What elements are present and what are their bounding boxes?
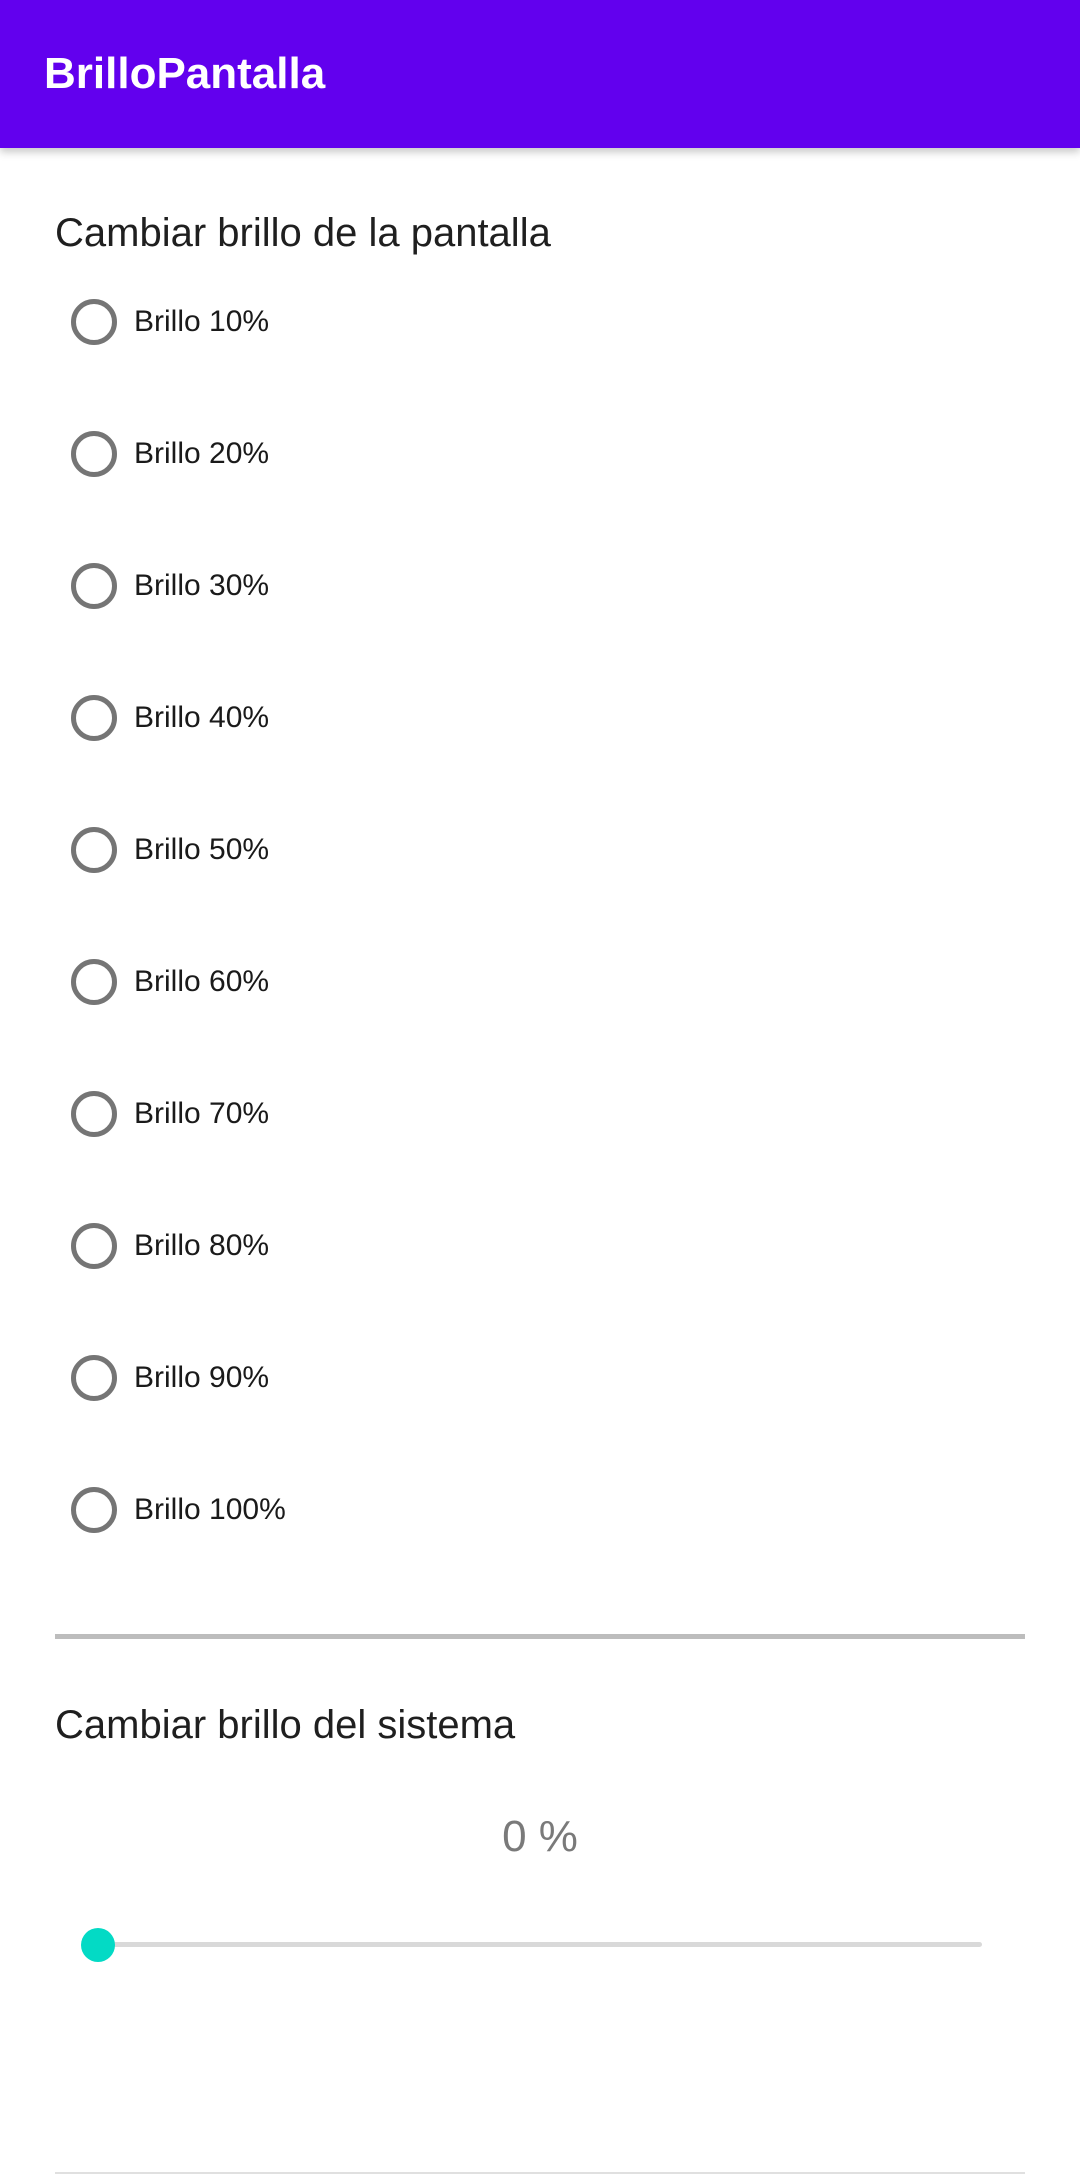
radio-brillo-20[interactable]: Brillo 20% <box>55 392 1035 524</box>
radio-label: Brillo 70% <box>134 1097 270 1130</box>
radio-brillo-100[interactable]: Brillo 100% <box>55 1448 1035 1580</box>
system-brightness-value: 0 % <box>502 1812 578 1861</box>
radio-brillo-90[interactable]: Brillo 90% <box>55 1316 1035 1448</box>
radio-unchecked-icon[interactable] <box>71 431 117 477</box>
radio-unchecked-icon[interactable] <box>71 959 117 1005</box>
radio-unchecked-icon[interactable] <box>71 695 117 741</box>
radio-brillo-60[interactable]: Brillo 60% <box>55 920 1035 1052</box>
screen-brightness-title: Cambiar brillo de la pantalla <box>55 211 551 255</box>
radio-unchecked-icon[interactable] <box>71 1223 117 1269</box>
bottom-divider <box>55 2172 1025 2174</box>
radio-label: Brillo 50% <box>134 833 270 866</box>
radio-brillo-30[interactable]: Brillo 30% <box>55 524 1035 656</box>
radio-label: Brillo 40% <box>134 701 270 734</box>
brightness-radio-group: Brillo 10% Brillo 20% Brillo 30% Brillo … <box>55 260 1035 1580</box>
radio-label: Brillo 30% <box>134 569 270 602</box>
radio-label: Brillo 60% <box>134 965 270 998</box>
radio-brillo-70[interactable]: Brillo 70% <box>55 1052 1035 1184</box>
radio-unchecked-icon[interactable] <box>71 563 117 609</box>
radio-label: Brillo 20% <box>134 437 270 470</box>
radio-brillo-10[interactable]: Brillo 10% <box>55 260 1035 392</box>
radio-unchecked-icon[interactable] <box>71 1091 117 1137</box>
radio-label: Brillo 100% <box>134 1493 286 1526</box>
slider-thumb[interactable] <box>81 1928 115 1962</box>
radio-brillo-50[interactable]: Brillo 50% <box>55 788 1035 920</box>
radio-brillo-80[interactable]: Brillo 80% <box>55 1184 1035 1316</box>
radio-brillo-40[interactable]: Brillo 40% <box>55 656 1035 788</box>
radio-unchecked-icon[interactable] <box>71 1355 117 1401</box>
radio-label: Brillo 10% <box>134 305 270 338</box>
app-bar: BrilloPantalla <box>0 0 1080 148</box>
section-divider <box>55 1634 1025 1639</box>
radio-unchecked-icon[interactable] <box>71 1487 117 1533</box>
radio-label: Brillo 90% <box>134 1361 270 1394</box>
radio-unchecked-icon[interactable] <box>71 299 117 345</box>
system-brightness-slider[interactable] <box>81 1920 982 1970</box>
app-title: BrilloPantalla <box>44 49 326 98</box>
radio-label: Brillo 80% <box>134 1229 270 1262</box>
radio-unchecked-icon[interactable] <box>71 827 117 873</box>
system-brightness-title: Cambiar brillo del sistema <box>55 1703 516 1747</box>
slider-track[interactable] <box>98 1942 982 1947</box>
